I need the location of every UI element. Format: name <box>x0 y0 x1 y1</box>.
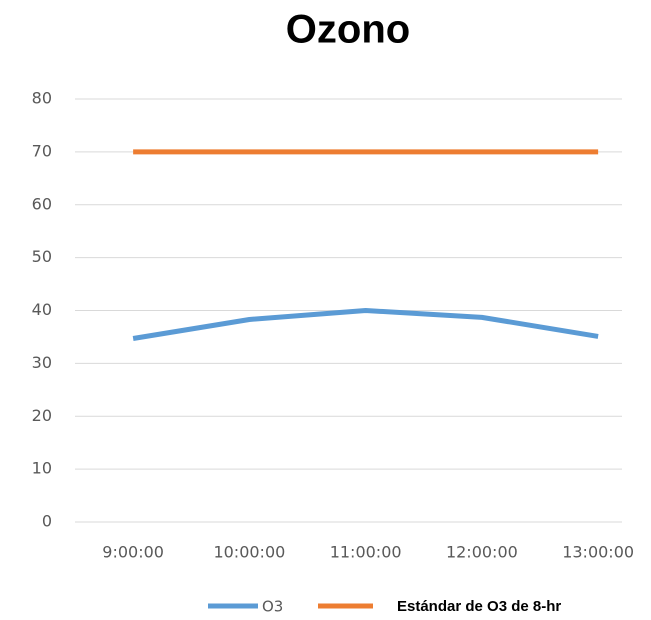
x-tick-label: 13:00:00 <box>562 543 634 562</box>
y-tick-label: 30 <box>32 353 52 372</box>
y-tick-label: 50 <box>32 247 52 266</box>
y-tick-label: 60 <box>32 194 52 213</box>
x-tick-label: 12:00:00 <box>446 543 518 562</box>
legend-label: O3 <box>262 598 283 616</box>
chart-title: Ozono <box>286 8 410 52</box>
y-tick-label: 0 <box>42 512 52 531</box>
x-tick-label: 9:00:00 <box>102 543 164 562</box>
y-tick-label: 10 <box>32 459 52 478</box>
y-tick-label: 80 <box>32 89 52 108</box>
x-tick-label: 11:00:00 <box>330 543 402 562</box>
y-tick-label: 70 <box>32 141 52 160</box>
legend-label: Estándar de O3 de 8-hr <box>397 598 561 615</box>
series-line <box>132 308 599 341</box>
x-tick-label: 10:00:00 <box>213 543 285 562</box>
y-tick-label: 40 <box>32 300 52 319</box>
y-tick-label: 20 <box>32 406 52 425</box>
